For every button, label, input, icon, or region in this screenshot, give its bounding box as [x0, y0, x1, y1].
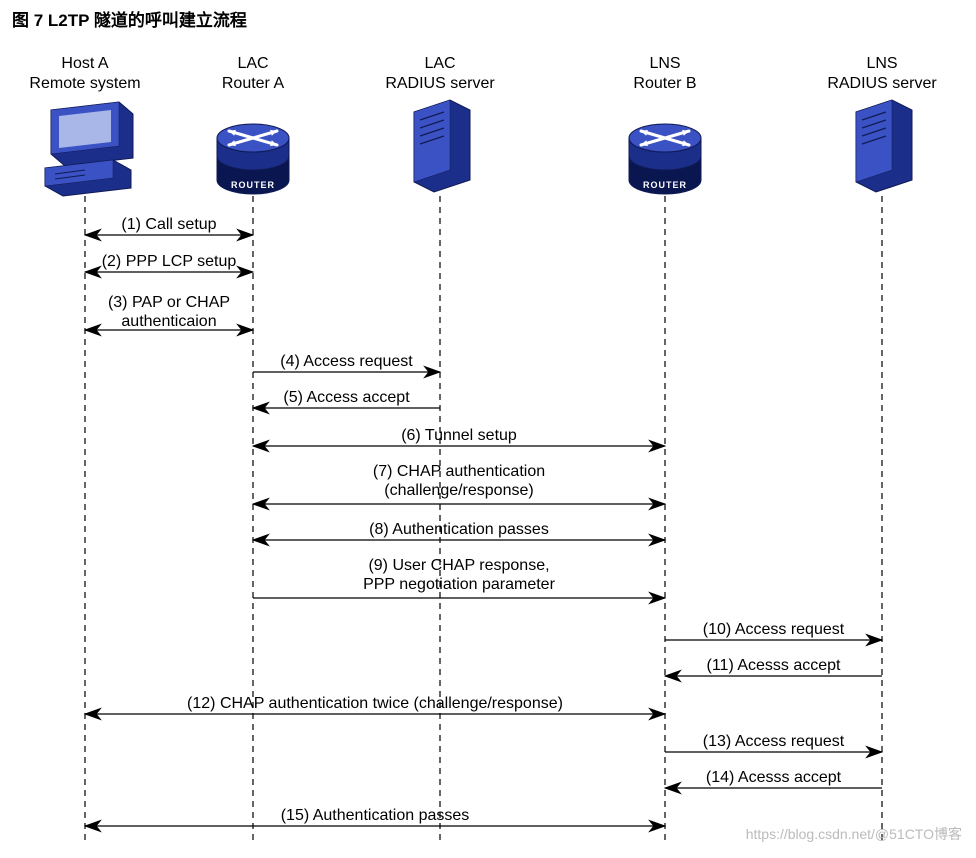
router-icon: ROUTER [629, 124, 701, 194]
message-label: (14) Acesss accept [665, 768, 882, 787]
message-label: (5) Access accept [253, 388, 440, 407]
watermark: https://blog.csdn.net/@51CTO博客 [746, 824, 962, 844]
message-label: (6) Tunnel setup [253, 426, 665, 445]
message-label: (12) CHAP authentication twice (challeng… [85, 694, 665, 713]
svg-text:ROUTER: ROUTER [643, 180, 687, 190]
message-label: (13) Access request [665, 732, 882, 751]
message-label: (3) PAP or CHAP authenticaion [85, 293, 253, 331]
message-label: (15) Authentication passes [85, 806, 665, 825]
message-label: (7) CHAP authentication (challenge/respo… [253, 462, 665, 500]
message-label: (1) Call setup [85, 215, 253, 234]
pc-icon [45, 102, 133, 196]
message-label: (4) Access request [253, 352, 440, 371]
server-icon [414, 100, 470, 192]
message-label: (2) PPP LCP setup [85, 252, 253, 271]
message-label: (10) Access request [665, 620, 882, 639]
message-label: (8) Authentication passes [253, 520, 665, 539]
svg-text:ROUTER: ROUTER [231, 180, 275, 190]
router-icon: ROUTER [217, 124, 289, 194]
server-icon [856, 100, 912, 192]
message-label: (11) Acesss accept [665, 656, 882, 675]
message-label: (9) User CHAP response, PPP negotiation … [253, 556, 665, 594]
